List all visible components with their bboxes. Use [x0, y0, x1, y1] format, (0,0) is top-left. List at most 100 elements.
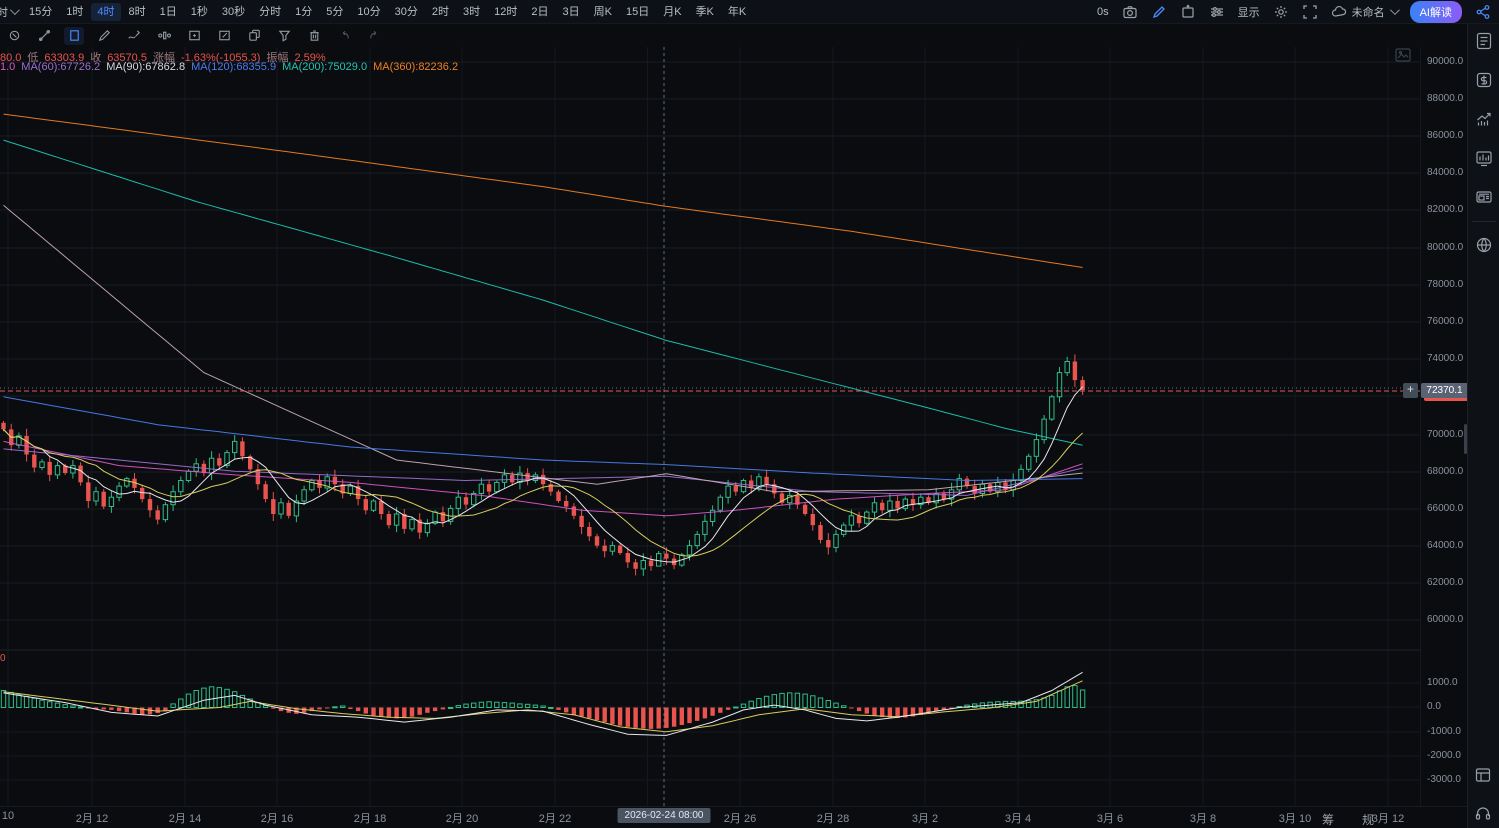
ohlc-value: -1.63%(-1055.3): [180, 52, 261, 64]
camera-icon[interactable]: [1122, 4, 1138, 20]
add-order-button[interactable]: +: [1403, 383, 1418, 398]
current-price-label[interactable]: 72370.1: [1421, 383, 1468, 398]
price-tick: 64000.0: [1427, 540, 1464, 551]
market-trend-icon[interactable]: [1475, 110, 1493, 128]
price-tick: 80000.0: [1427, 242, 1464, 253]
support-headset-icon[interactable]: [1474, 804, 1492, 822]
attach-tool-icon[interactable]: [244, 27, 264, 45]
rect-tool-icon[interactable]: [64, 26, 84, 45]
price-tick: 60000.0: [1427, 614, 1464, 625]
timeframe-button-年K[interactable]: 年K: [727, 5, 747, 18]
timeframe-button-12时[interactable]: 12时: [494, 5, 518, 18]
ohlc-value: 振幅: [266, 52, 289, 64]
workspace-name: 未命名: [1351, 6, 1385, 19]
time-tick: 2月 28: [816, 813, 850, 825]
macd-tick: 1000.0: [1427, 677, 1458, 688]
add-box-tool-icon[interactable]: [184, 27, 204, 45]
ohlc-info-row: 80.0 低 63303.9 收 63570.5 涨幅 -1.63%(-1055.3) 振幅 2…: [0, 49, 332, 65]
ohlc-value: 63570.5: [107, 52, 147, 64]
ohlc-value: 80.0: [0, 52, 22, 64]
pattern-tool-icon[interactable]: [154, 27, 174, 45]
pencil-icon[interactable]: [1151, 4, 1167, 20]
time-tick: 2月 16: [260, 813, 294, 825]
crosshair-date-label: 2026-02-24 08:00: [617, 808, 711, 823]
fullscreen-icon[interactable]: [1302, 4, 1318, 20]
timeframe-button-3时[interactable]: 3时: [463, 5, 481, 18]
ohlc-value: 2.59%: [294, 52, 326, 64]
axis-option-button[interactable]: 筹: [1322, 813, 1335, 827]
workspace-selector[interactable]: 未命名: [1331, 4, 1400, 20]
gear-icon[interactable]: [1273, 4, 1289, 20]
cloud-icon: [1331, 4, 1347, 20]
price-tick: 82000.0: [1427, 204, 1464, 215]
sliders-icon[interactable]: [1209, 4, 1225, 20]
timeframe-button-4时[interactable]: 4时: [91, 2, 121, 21]
time-tick: 10: [1, 810, 15, 822]
macd-tick: -1000.0: [1427, 726, 1461, 737]
countdown-timer: 0s: [1096, 5, 1109, 18]
ai-analysis-button[interactable]: AI解读: [1409, 0, 1462, 23]
timeframe-button-1秒[interactable]: 1秒: [190, 5, 208, 18]
draw-toolbar: [0, 24, 384, 47]
ma-value: 1.0: [0, 61, 16, 73]
timeframe-list: 15分 1时 4时 8时 1日 1秒 30秒 分时 1分 5分 10分 30分 2时 3时 12时 2日 3日周…: [23, 2, 752, 21]
detail-panel-icon[interactable]: [1475, 32, 1493, 50]
filter-tool-icon[interactable]: [274, 27, 294, 45]
share-icon[interactable]: [1475, 4, 1491, 20]
macd-tick: 0.0: [1427, 701, 1441, 712]
ohlc-value: 涨幅: [152, 52, 175, 64]
time-tick: 2月 12: [75, 813, 109, 825]
vertical-scrollbar[interactable]: [1464, 424, 1467, 454]
ohlc-value: 63303.9: [44, 52, 85, 64]
timeframe-button-2时[interactable]: 2时: [431, 5, 449, 18]
frame-icon[interactable]: [1180, 4, 1196, 20]
time-tick: 3月 8: [1189, 813, 1217, 825]
time-tick: 3月 2: [911, 813, 939, 825]
timeframe-button-5分[interactable]: 5分: [326, 5, 344, 18]
timeframe-button-30分[interactable]: 30分: [394, 5, 418, 18]
price-tick: 74000.0: [1427, 353, 1464, 364]
time-tick: 2月 14: [168, 813, 202, 825]
pencil-tool-icon[interactable]: [94, 27, 114, 45]
timeframe-button-季K[interactable]: 季K: [695, 5, 714, 18]
note-edit-tool-icon[interactable]: [214, 27, 234, 45]
time-tick: 3月 4: [1004, 813, 1032, 825]
timeframe-button-2日[interactable]: 2日: [531, 5, 549, 18]
sidebar-bottom: [1467, 766, 1499, 828]
timeframe-button-8时[interactable]: 8时: [128, 5, 146, 18]
time-axis[interactable]: [0, 806, 1467, 828]
orderbook-panel-icon[interactable]: [1475, 188, 1493, 206]
timeframe-button-15日[interactable]: 15日: [625, 5, 650, 18]
timeframe-button-1分[interactable]: 1分: [295, 5, 313, 18]
timeframe-button-周K[interactable]: 周K: [593, 5, 612, 18]
trend-line-tool-icon[interactable]: [34, 27, 54, 45]
globe-icon[interactable]: [1475, 236, 1493, 254]
timeframe-button-30秒[interactable]: 30秒: [221, 5, 246, 18]
timeframe-dropdown[interactable]: 时: [0, 2, 21, 22]
timeframe-button-月K[interactable]: 月K: [663, 5, 682, 18]
undo-icon[interactable]: [334, 27, 354, 45]
timeframe-button-10分[interactable]: 10分: [357, 5, 381, 18]
magnet-tool-icon[interactable]: [4, 27, 24, 45]
delete-tool-icon[interactable]: [304, 27, 324, 45]
ma-value: MA(90):67862.8: [106, 61, 186, 73]
price-tick: 86000.0: [1427, 130, 1464, 141]
time-tick: 2月 20: [445, 813, 479, 825]
time-tick: 2月 22: [538, 813, 572, 825]
timeframe-button-1时[interactable]: 1时: [66, 5, 84, 18]
timeframe-button-分时[interactable]: 分时: [259, 5, 282, 18]
layout-panel-icon[interactable]: [1474, 766, 1492, 784]
pen-wave-tool-icon[interactable]: [124, 27, 144, 45]
axis-option-button[interactable]: 规: [1362, 813, 1375, 827]
redo-icon[interactable]: [364, 27, 384, 45]
chevron-down-icon: [9, 5, 20, 16]
price-panel-icon[interactable]: [1475, 71, 1493, 89]
timeframe-button-3日[interactable]: 3日: [562, 5, 580, 18]
depth-panel-icon[interactable]: [1475, 149, 1493, 167]
timeframe-button-1日[interactable]: 1日: [159, 5, 177, 18]
timeframe-button-15分[interactable]: 15分: [29, 5, 53, 18]
display-toggle[interactable]: 显示: [1237, 6, 1260, 19]
ma-value: MA(60):67726.2: [21, 61, 101, 73]
